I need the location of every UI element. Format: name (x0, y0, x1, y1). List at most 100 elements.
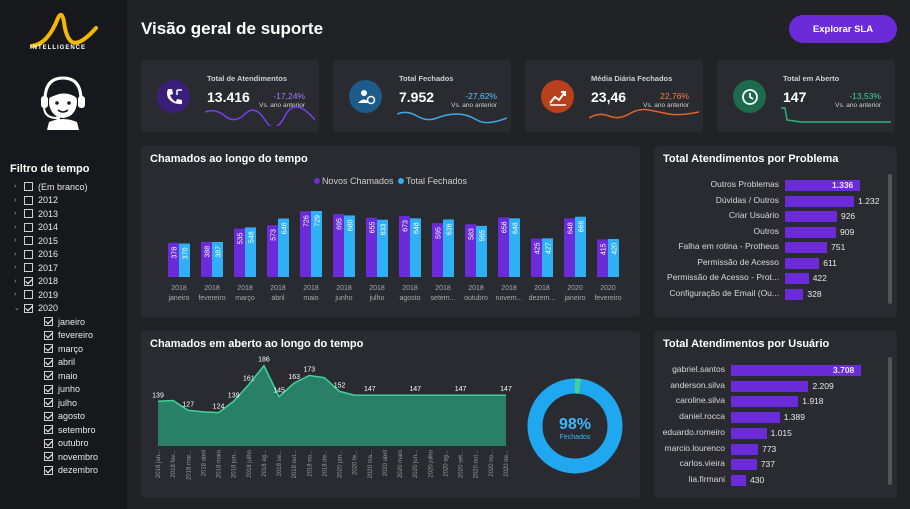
hbar[interactable] (731, 380, 809, 392)
bar-closed[interactable] (575, 216, 586, 277)
hbar[interactable] (785, 242, 828, 253)
expand-chevron-icon[interactable]: › (14, 237, 17, 245)
filter-month-4[interactable]: maio (14, 369, 124, 383)
filter-month-2[interactable]: março (14, 342, 124, 356)
expand-chevron-icon[interactable]: › (14, 250, 17, 258)
bar-new[interactable] (564, 218, 575, 277)
bar-closed[interactable] (311, 211, 322, 277)
filter-year-2020[interactable]: ⌄ 2020 (14, 302, 124, 316)
bar-closed[interactable] (278, 218, 289, 277)
checkbox[interactable] (44, 384, 53, 394)
expand-chevron-icon[interactable]: › (14, 183, 17, 191)
checkbox[interactable] (24, 263, 33, 273)
bar-new[interactable] (267, 225, 278, 277)
checkbox[interactable] (44, 398, 53, 408)
checkbox[interactable] (44, 371, 53, 381)
hbar[interactable] (785, 273, 809, 284)
filter-year-2014[interactable]: › 2014 (14, 221, 124, 235)
checkbox[interactable] (24, 276, 33, 286)
filter-month-7[interactable]: agosto (14, 410, 124, 424)
bar-closed[interactable] (476, 225, 487, 277)
filter-year-2012[interactable]: › 2012 (14, 194, 124, 208)
filter-month-1[interactable]: fevereiro (14, 329, 124, 343)
bar-closed[interactable] (377, 219, 388, 277)
checkbox[interactable] (24, 236, 33, 246)
bar-new[interactable] (498, 217, 509, 277)
bar-closed[interactable] (509, 218, 520, 277)
checkbox[interactable] (24, 249, 33, 259)
checkbox[interactable] (44, 452, 53, 462)
hbar[interactable] (731, 427, 767, 439)
filter-month-0[interactable]: janeiro (14, 315, 124, 329)
filter-month-5[interactable]: junho (14, 383, 124, 397)
hbar[interactable] (785, 195, 855, 207)
expand-chevron-icon[interactable]: › (14, 264, 17, 272)
bar-closed[interactable] (344, 215, 355, 277)
filter-month-11[interactable]: dezembro (14, 464, 124, 478)
checkbox[interactable] (44, 425, 53, 435)
bar-closed[interactable] (608, 238, 619, 277)
expand-chevron-icon[interactable]: › (14, 210, 17, 218)
expand-chevron-icon[interactable]: › (14, 196, 17, 204)
hbar[interactable] (785, 257, 820, 269)
bar-new[interactable] (300, 211, 311, 277)
checkbox[interactable] (44, 317, 53, 327)
filter-month-9[interactable]: outubro (14, 437, 124, 451)
filter-year-2013[interactable]: › 2013 (14, 207, 124, 221)
bar-closed[interactable] (542, 238, 553, 277)
hbar[interactable] (785, 226, 837, 238)
expand-chevron-icon[interactable]: ⌄ (14, 305, 20, 313)
checkbox[interactable] (24, 222, 33, 232)
checkbox[interactable] (44, 465, 53, 475)
filter-month-6[interactable]: julho (14, 396, 124, 410)
bar-new[interactable] (399, 216, 410, 277)
checkbox[interactable] (44, 344, 53, 354)
filter-year-2015[interactable]: › 2015 (14, 234, 124, 248)
legend-closed-label[interactable]: Total Fechados (406, 176, 468, 186)
bar-new[interactable] (531, 238, 542, 277)
bar-closed[interactable] (410, 218, 421, 277)
hbar[interactable] (731, 412, 780, 424)
filter-month-10[interactable]: novembro (14, 450, 124, 464)
checkbox[interactable] (24, 195, 33, 205)
filter-month-8[interactable]: setembro (14, 423, 124, 437)
checkbox[interactable] (44, 411, 53, 421)
filter-year-2018[interactable]: › 2018 (14, 275, 124, 289)
bar-new[interactable] (234, 228, 245, 277)
bar-closed[interactable] (245, 227, 256, 277)
hbar[interactable] (785, 180, 860, 191)
bar-closed[interactable] (443, 219, 454, 277)
bar-new[interactable] (465, 224, 476, 277)
filter-year-2017[interactable]: › 2017 (14, 261, 124, 275)
by-problem-scrollbar[interactable] (888, 174, 892, 304)
donut-slice-open[interactable] (527, 378, 623, 474)
filter-year-2019[interactable]: › 2019 (14, 288, 124, 302)
bar-new[interactable] (201, 241, 212, 277)
hbar[interactable] (731, 396, 799, 408)
hbar[interactable] (731, 459, 757, 471)
bar-closed[interactable] (212, 241, 223, 277)
expand-chevron-icon[interactable]: › (14, 223, 17, 231)
bar-new[interactable] (366, 217, 377, 277)
bar-new[interactable] (432, 223, 443, 277)
filter-year-embranco[interactable]: › (Em branco) (14, 180, 124, 194)
hbar[interactable] (731, 365, 861, 376)
expand-chevron-icon[interactable]: › (14, 291, 17, 299)
by-user-scrollbar[interactable] (888, 357, 892, 485)
bar-new[interactable] (333, 214, 344, 277)
checkbox[interactable] (24, 303, 33, 313)
checkbox[interactable] (24, 182, 33, 192)
filter-year-2016[interactable]: › 2016 (14, 248, 124, 262)
filter-month-3[interactable]: abril (14, 356, 124, 370)
explore-sla-button[interactable]: Explorar SLA (789, 15, 897, 43)
checkbox[interactable] (44, 357, 53, 367)
checkbox[interactable] (44, 330, 53, 340)
hbar[interactable] (731, 443, 759, 455)
checkbox[interactable] (24, 290, 33, 300)
hbar[interactable] (731, 474, 747, 486)
bar-new[interactable] (597, 239, 608, 277)
bar-closed[interactable] (179, 243, 190, 277)
legend-new-label[interactable]: Novos Chamados (321, 176, 394, 186)
checkbox[interactable] (24, 209, 33, 219)
expand-chevron-icon[interactable]: › (14, 277, 17, 285)
